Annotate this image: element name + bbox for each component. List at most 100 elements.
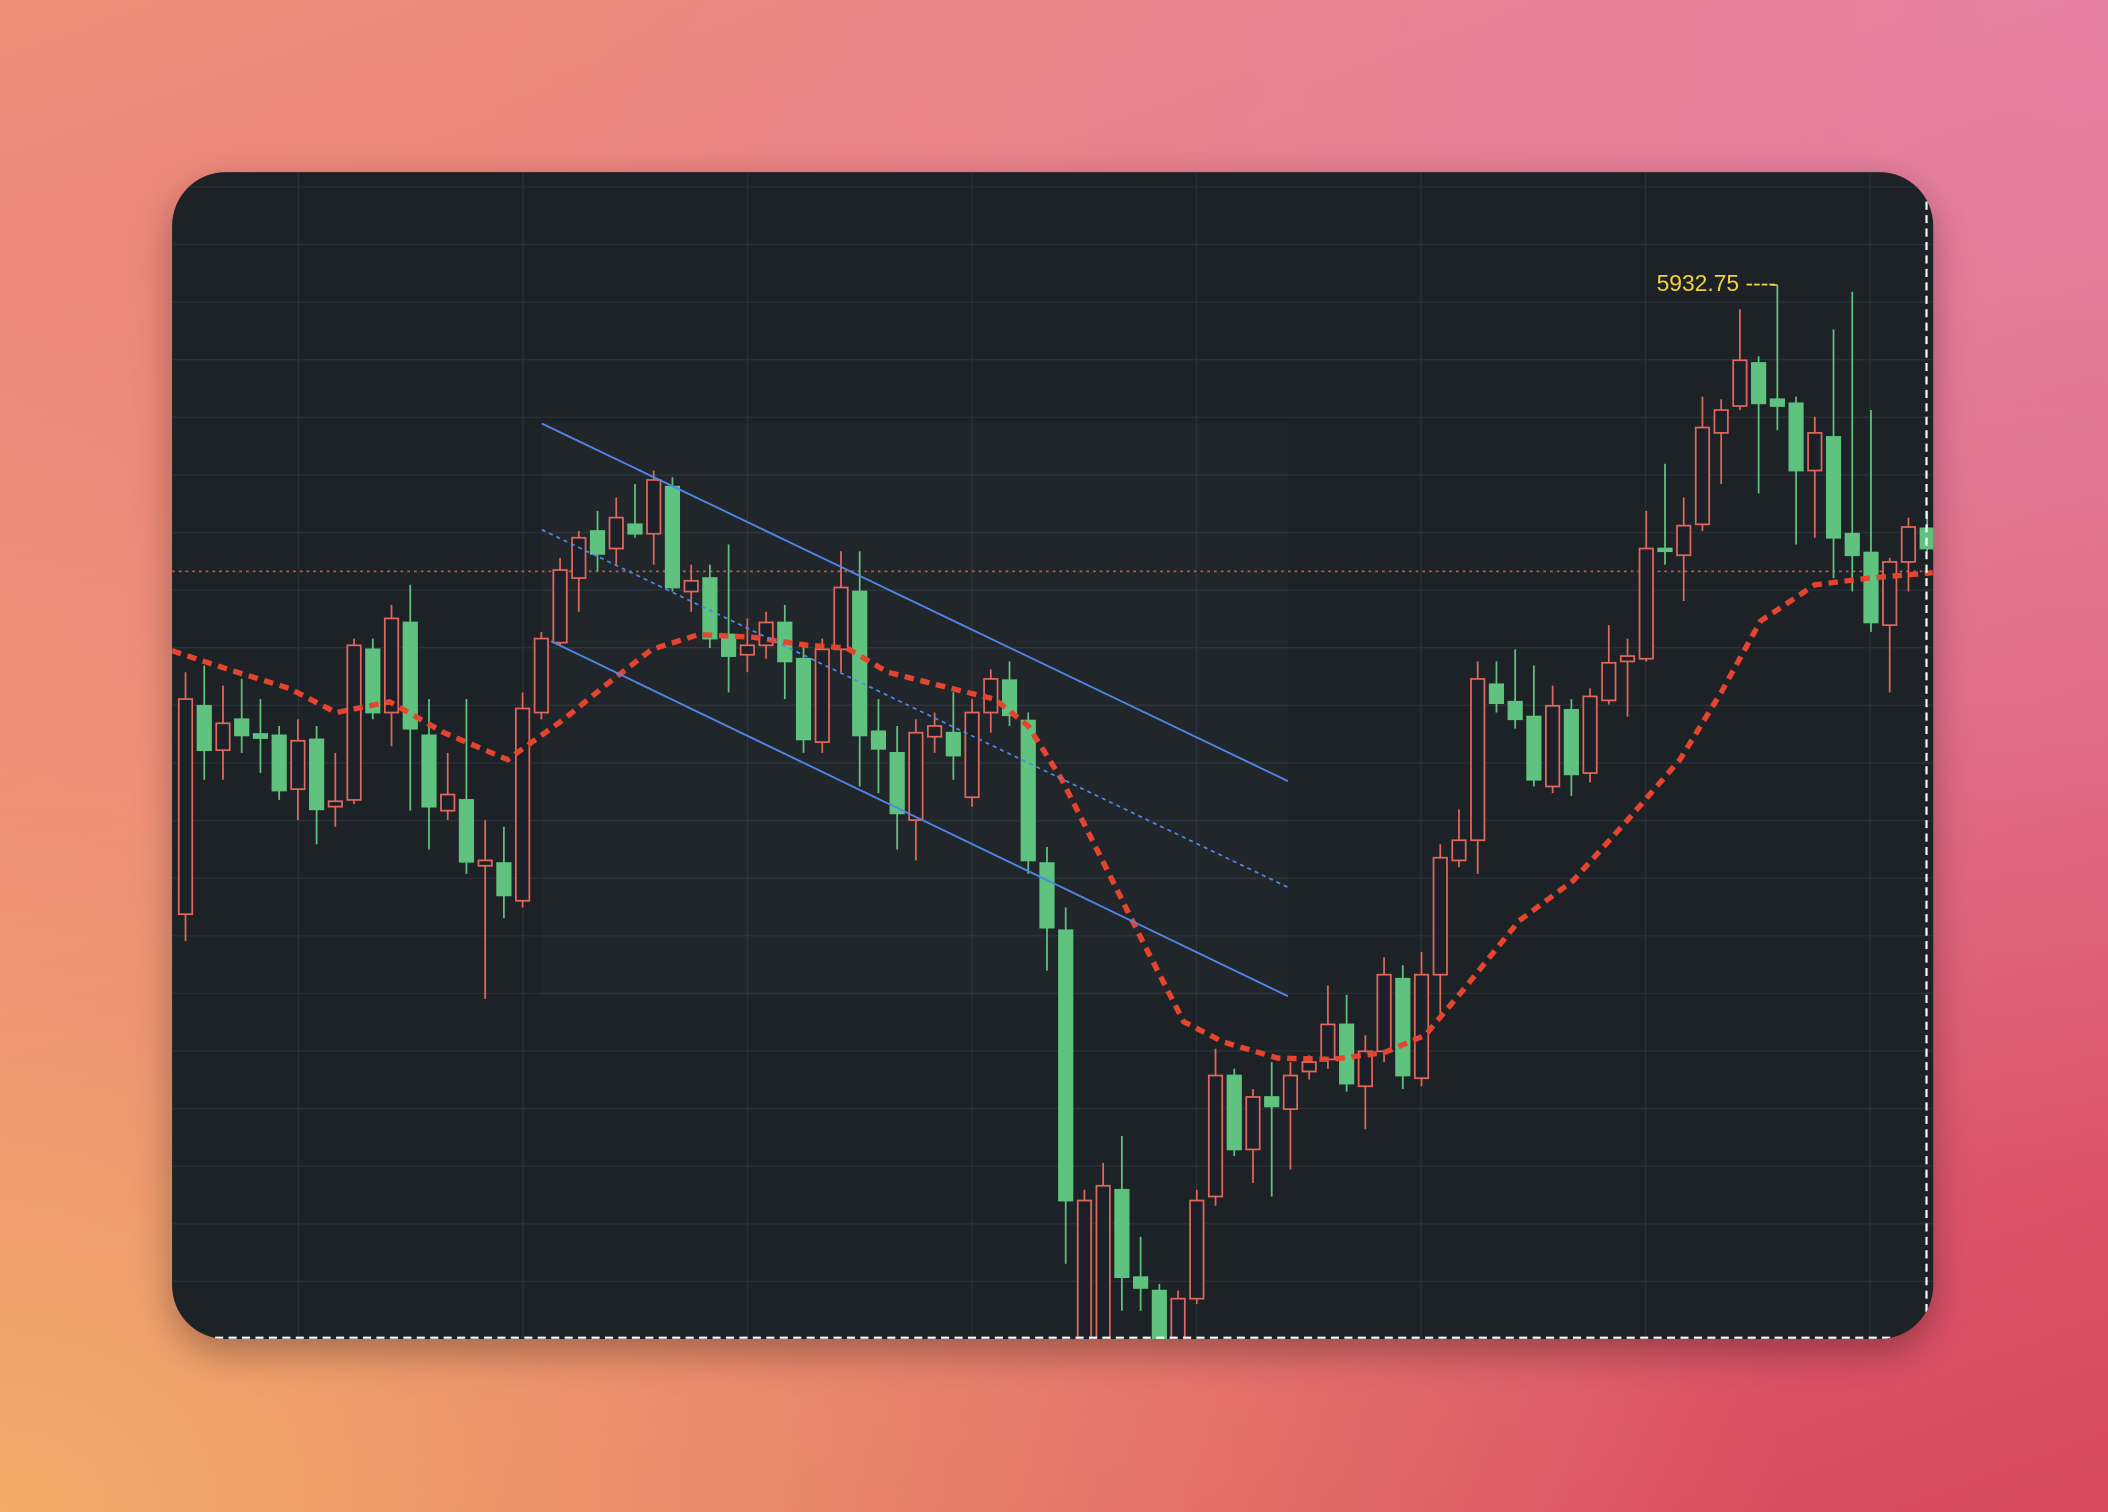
candle-body (1133, 1276, 1149, 1289)
candle-body (234, 718, 250, 737)
candle-body (1245, 1096, 1261, 1151)
moving-average (172, 570, 1934, 1063)
plot-area: 5932.75 ---- (172, 172, 1934, 1340)
panel (172, 172, 1934, 1340)
candle-body (177, 698, 194, 916)
candle-body (1601, 661, 1617, 702)
candle-body (1095, 1184, 1111, 1340)
candle-body (683, 579, 699, 593)
candle-body (290, 739, 306, 791)
candles (177, 285, 1934, 1340)
candle-body (1657, 547, 1673, 553)
candle-body (795, 657, 812, 741)
candle-body (1413, 973, 1430, 1080)
candle-body (1058, 929, 1074, 1202)
candle-body (1732, 359, 1748, 407)
candle-body (346, 644, 362, 801)
candle-body (739, 644, 755, 656)
candle-body (1320, 1023, 1336, 1061)
candle-body (1301, 1061, 1317, 1073)
candle-body (1376, 973, 1392, 1053)
candle-body (1638, 547, 1654, 660)
candle-body (271, 734, 287, 792)
channel-middle (541, 528, 1289, 889)
candle-body (1788, 402, 1804, 472)
candle-body (1713, 409, 1729, 434)
candle-body (1207, 1074, 1224, 1198)
candle-body (402, 621, 418, 730)
candle-body (945, 731, 961, 757)
candle-body (365, 648, 381, 714)
candle-body (721, 633, 737, 657)
candle-body (1807, 432, 1823, 472)
candle-body (1451, 839, 1467, 862)
candle-body (421, 734, 437, 808)
candle-body (1039, 862, 1055, 929)
candle-body (1882, 561, 1898, 627)
candle-body (1357, 1050, 1373, 1088)
candle-body (571, 536, 587, 579)
channel-lower (550, 640, 1289, 998)
candle-body (440, 793, 456, 812)
candle-body (1282, 1074, 1299, 1110)
candle-body (1470, 678, 1486, 842)
candle-body (1751, 362, 1767, 405)
candle-body (1395, 977, 1411, 1077)
candle-body (1844, 532, 1860, 557)
candle-body (814, 648, 830, 743)
ma-line (172, 570, 1934, 1063)
candle-body (477, 859, 493, 867)
candle-body (552, 569, 568, 644)
candle-body (1151, 1289, 1167, 1340)
candle-body (664, 485, 681, 589)
candle-body (1526, 715, 1542, 781)
channel-upper (541, 422, 1289, 782)
candle-body (1563, 708, 1579, 776)
candle-body (1339, 1023, 1355, 1085)
candle-body (1020, 719, 1036, 862)
candle-body (1264, 1096, 1280, 1108)
candle-body (1001, 679, 1018, 717)
candle-body (1076, 1199, 1093, 1340)
candle-body (1694, 426, 1711, 526)
candle-body (1900, 526, 1917, 563)
candle-body (196, 704, 212, 752)
candle-body (215, 722, 231, 752)
high-marker: 5932.75 ---- (1657, 270, 1778, 296)
candle-body (1676, 524, 1692, 557)
candle-body (1619, 655, 1636, 663)
candle-body (1769, 398, 1785, 407)
candle-body (1170, 1297, 1186, 1340)
candle-body (1189, 1199, 1205, 1300)
candle-body (646, 479, 662, 535)
candle-body (627, 523, 643, 535)
candle-body (1582, 695, 1598, 774)
candle-body (1545, 704, 1561, 788)
candle-body (383, 617, 400, 714)
candle-body (852, 590, 868, 737)
candle-body (496, 862, 512, 897)
candle-body (1226, 1074, 1242, 1151)
candle-body (252, 733, 269, 739)
candle-body (309, 738, 325, 811)
candle-body (1114, 1188, 1130, 1279)
candle-body (1432, 856, 1448, 976)
candle-body (533, 637, 549, 714)
candle-body (1825, 436, 1842, 539)
candle-body (1507, 700, 1523, 721)
candle-body (608, 516, 624, 550)
candle-body (515, 707, 531, 902)
candle-body (927, 725, 943, 738)
candle-body (833, 586, 849, 651)
candle-body (458, 799, 475, 863)
candle-body (1488, 683, 1505, 704)
candle-body (908, 731, 924, 821)
candle-body (589, 530, 606, 555)
candle-body (702, 577, 718, 640)
candle-body (1863, 551, 1879, 624)
candle-body (327, 800, 343, 808)
candle-body (964, 711, 980, 799)
candle-body (889, 751, 905, 815)
